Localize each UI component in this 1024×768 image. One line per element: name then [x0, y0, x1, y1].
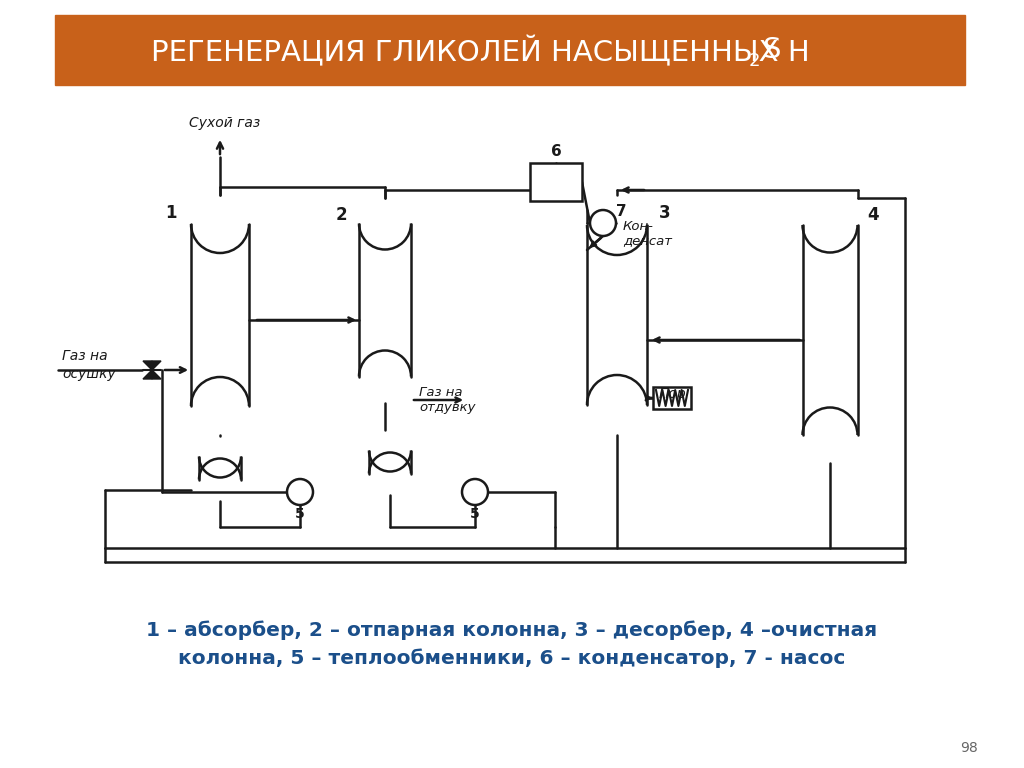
- Circle shape: [287, 479, 313, 505]
- Bar: [55, 15, 965, 85]
- Bar: [199, 456, 241, 479]
- Bar: [803, 225, 857, 435]
- Polygon shape: [152, 370, 161, 379]
- Bar: [359, 223, 411, 376]
- Text: 1: 1: [166, 204, 177, 222]
- Circle shape: [462, 479, 488, 505]
- Polygon shape: [143, 361, 152, 370]
- Polygon shape: [152, 361, 161, 370]
- Bar: [191, 224, 249, 406]
- Text: Газ на: Газ на: [419, 386, 463, 399]
- Bar: [369, 451, 411, 474]
- Text: 3: 3: [659, 204, 671, 222]
- Circle shape: [590, 210, 616, 236]
- Text: колонна, 5 – теплообменники, 6 – конденсатор, 7 - насос: колонна, 5 – теплообменники, 6 – конденс…: [178, 648, 846, 668]
- Text: 2: 2: [336, 207, 347, 224]
- Polygon shape: [143, 370, 152, 379]
- Text: осушку: осушку: [62, 367, 116, 381]
- Text: Сухой газ: Сухой газ: [189, 116, 261, 130]
- Text: 5: 5: [470, 507, 480, 521]
- Text: РЕГЕНЕРАЦИЯ ГЛИКОЛЕЙ НАСЫЩЕННЫХ Н: РЕГЕНЕРАЦИЯ ГЛИКОЛЕЙ НАСЫЩЕННЫХ Н: [151, 36, 809, 68]
- Text: денсат: денсат: [623, 234, 672, 247]
- Text: 1 – абсорбер, 2 – отпарная колонна, 3 – десорбер, 4 –очистная: 1 – абсорбер, 2 – отпарная колонна, 3 – …: [146, 621, 878, 640]
- Text: S: S: [762, 36, 780, 64]
- Text: Кон-: Кон-: [623, 220, 654, 233]
- Text: отдувку: отдувку: [419, 402, 475, 415]
- Bar: [530, 163, 582, 201]
- Text: 6: 6: [551, 144, 561, 158]
- Text: 2: 2: [749, 52, 761, 70]
- Text: Газ на: Газ на: [62, 349, 108, 363]
- Text: 7: 7: [615, 204, 627, 219]
- Text: 4: 4: [867, 207, 880, 224]
- Bar: [587, 225, 647, 405]
- Text: 5: 5: [295, 507, 305, 521]
- Bar: [653, 387, 691, 409]
- Text: 98: 98: [961, 741, 978, 755]
- Text: Пор: Пор: [659, 387, 687, 401]
